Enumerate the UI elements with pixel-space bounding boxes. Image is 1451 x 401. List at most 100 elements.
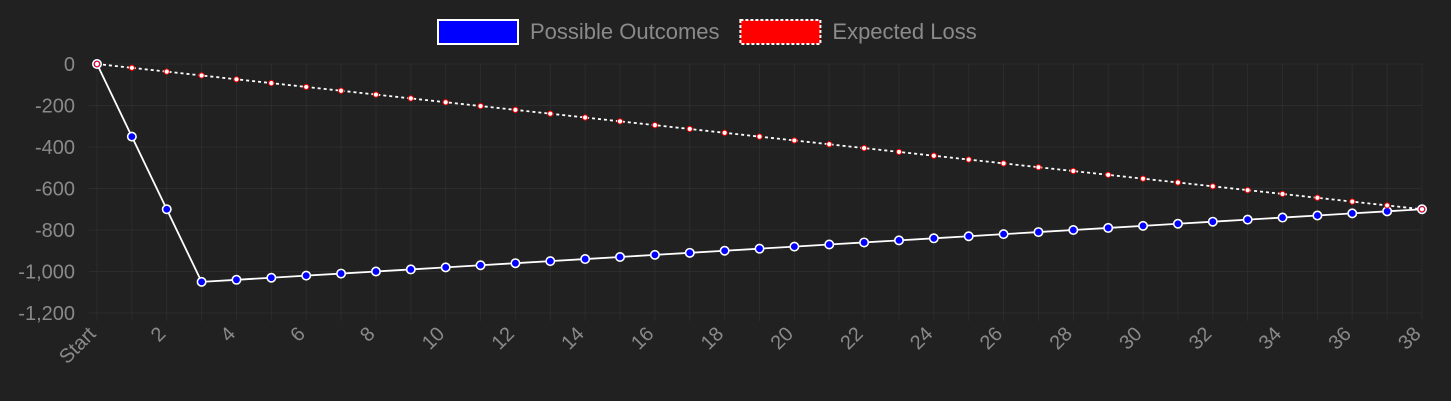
expected-loss-point[interactable] — [930, 152, 937, 159]
expected-loss-point[interactable] — [303, 83, 310, 91]
expected-loss-point[interactable] — [407, 95, 414, 102]
expected-loss-point[interactable] — [1279, 190, 1286, 198]
expected-loss-point[interactable] — [895, 148, 903, 156]
expected-loss-point[interactable] — [686, 125, 693, 133]
possible-outcomes-point[interactable] — [336, 268, 347, 279]
possible-outcomes-point[interactable] — [1347, 208, 1358, 219]
possible-outcomes-point[interactable] — [301, 270, 312, 281]
expected-loss-point[interactable] — [582, 114, 589, 121]
possible-outcomes-point[interactable] — [196, 276, 207, 287]
expected-loss-point[interactable] — [1418, 206, 1426, 213]
expected-loss-point[interactable] — [477, 102, 484, 110]
expected-loss-point[interactable] — [163, 68, 170, 75]
possible-outcomes-point[interactable] — [1277, 212, 1288, 223]
possible-outcomes-point[interactable] — [754, 243, 765, 254]
possible-outcomes-point[interactable] — [824, 239, 835, 250]
legend-swatch-expected-loss[interactable] — [739, 19, 822, 45]
expected-loss-point[interactable] — [128, 64, 135, 71]
legend: Possible Outcomes Expected Loss — [437, 19, 977, 45]
expected-loss-point[interactable] — [721, 129, 728, 136]
possible-outcomes-point[interactable] — [405, 264, 416, 275]
possible-outcomes-point[interactable] — [1172, 218, 1183, 229]
expected-loss-point[interactable] — [651, 122, 658, 129]
expected-loss-point[interactable] — [756, 133, 763, 140]
possible-outcomes-point[interactable] — [789, 241, 800, 252]
expected-loss-point[interactable] — [1384, 202, 1391, 209]
y-tick-label: -600 — [35, 179, 75, 201]
grid — [89, 63, 1423, 321]
possible-outcomes-point[interactable] — [893, 235, 904, 246]
x-tick-label: 32 — [1185, 323, 1216, 354]
expected-loss-point[interactable] — [1139, 175, 1147, 182]
possible-outcomes-point[interactable] — [161, 204, 172, 215]
legend-label-expected-loss[interactable]: Expected Loss — [832, 19, 976, 44]
possible-outcomes-point[interactable] — [859, 237, 870, 248]
possible-outcomes-point[interactable] — [684, 247, 695, 258]
possible-outcomes-point[interactable] — [126, 131, 137, 142]
legend-label-possible-outcomes[interactable]: Possible Outcomes — [530, 19, 720, 44]
x-tick-label: 20 — [767, 323, 798, 354]
x-tick-label: 38 — [1394, 323, 1425, 354]
expected-loss-point[interactable] — [337, 87, 345, 94]
expected-loss-point[interactable] — [965, 156, 972, 163]
y-tick-label: -800 — [35, 220, 75, 242]
possible-outcomes-point[interactable] — [440, 262, 451, 273]
x-tick-label: 6 — [286, 323, 309, 346]
legend-swatch-possible-outcomes[interactable] — [437, 19, 519, 45]
possible-outcomes-point[interactable] — [231, 274, 242, 285]
x-tick-label: 36 — [1325, 323, 1356, 354]
y-tick-label: 0 — [64, 54, 75, 76]
expected-loss-point[interactable] — [198, 72, 205, 79]
possible-outcomes-point[interactable] — [1312, 210, 1323, 221]
expected-loss-point[interactable] — [861, 144, 868, 152]
possible-outcomes-point[interactable] — [510, 258, 521, 269]
possible-outcomes-point[interactable] — [475, 260, 486, 271]
x-tick-label: 24 — [906, 323, 937, 354]
possible-outcomes-point[interactable] — [649, 249, 660, 260]
expected-loss-point[interactable] — [547, 110, 554, 117]
expected-loss-point[interactable] — [442, 99, 449, 106]
expected-loss-point[interactable] — [826, 141, 833, 148]
expected-loss-point[interactable] — [512, 106, 519, 113]
possible-outcomes-point[interactable] — [370, 266, 381, 277]
possible-outcomes-point[interactable] — [719, 245, 730, 256]
expected-loss-point[interactable] — [372, 91, 380, 98]
x-tick-label: 26 — [976, 323, 1007, 354]
expected-loss-point[interactable] — [1314, 194, 1321, 201]
possible-outcomes-point[interactable] — [580, 254, 591, 265]
expected-loss-point[interactable] — [1349, 198, 1356, 205]
x-tick-label: 14 — [557, 323, 588, 354]
possible-outcomes-point[interactable] — [615, 251, 626, 262]
plot-area — [92, 58, 1428, 287]
expected-loss-point[interactable] — [1174, 179, 1182, 186]
possible-outcomes-point[interactable] — [266, 272, 277, 283]
expected-loss-point[interactable] — [791, 137, 798, 144]
x-tick-label: 12 — [488, 323, 519, 354]
expected-loss-point[interactable] — [1244, 187, 1251, 194]
expected-loss-point[interactable] — [268, 80, 275, 87]
possible-outcomes-point[interactable] — [1033, 227, 1044, 238]
possible-outcomes-point[interactable] — [1138, 220, 1149, 231]
expected-loss-point[interactable] — [1209, 183, 1216, 190]
possible-outcomes-point[interactable] — [963, 231, 974, 242]
expected-loss-point[interactable] — [1000, 160, 1007, 167]
possible-outcomes-point[interactable] — [1207, 216, 1218, 227]
possible-outcomes-point[interactable] — [545, 256, 556, 267]
x-tick-label: 16 — [627, 323, 658, 354]
expected-loss-point[interactable] — [93, 60, 101, 68]
expected-loss-point[interactable] — [1070, 167, 1077, 175]
x-tick-label: 30 — [1115, 323, 1146, 354]
expected-loss-point[interactable] — [233, 76, 240, 83]
y-tick-label: -1,200 — [18, 303, 75, 325]
expected-loss-point[interactable] — [1035, 164, 1042, 171]
possible-outcomes-point[interactable] — [1068, 225, 1079, 236]
expected-loss-point[interactable] — [1105, 171, 1112, 178]
possible-outcomes-point[interactable] — [1103, 222, 1114, 233]
possible-outcomes-point[interactable] — [998, 229, 1009, 240]
y-tick-label: -200 — [35, 96, 75, 118]
possible-outcomes-point[interactable] — [928, 233, 939, 244]
expected-loss-point[interactable] — [616, 118, 624, 125]
possible-outcomes-point[interactable] — [1242, 214, 1253, 225]
